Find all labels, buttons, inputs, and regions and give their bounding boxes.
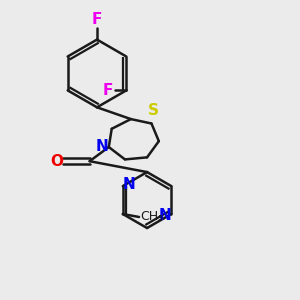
Text: F: F: [92, 12, 102, 27]
Text: F: F: [103, 83, 113, 98]
Text: N: N: [158, 208, 171, 223]
Text: O: O: [50, 154, 63, 169]
Text: S: S: [148, 103, 159, 118]
Text: N: N: [96, 139, 109, 154]
Text: N: N: [123, 177, 136, 192]
Text: CH₃: CH₃: [140, 211, 164, 224]
